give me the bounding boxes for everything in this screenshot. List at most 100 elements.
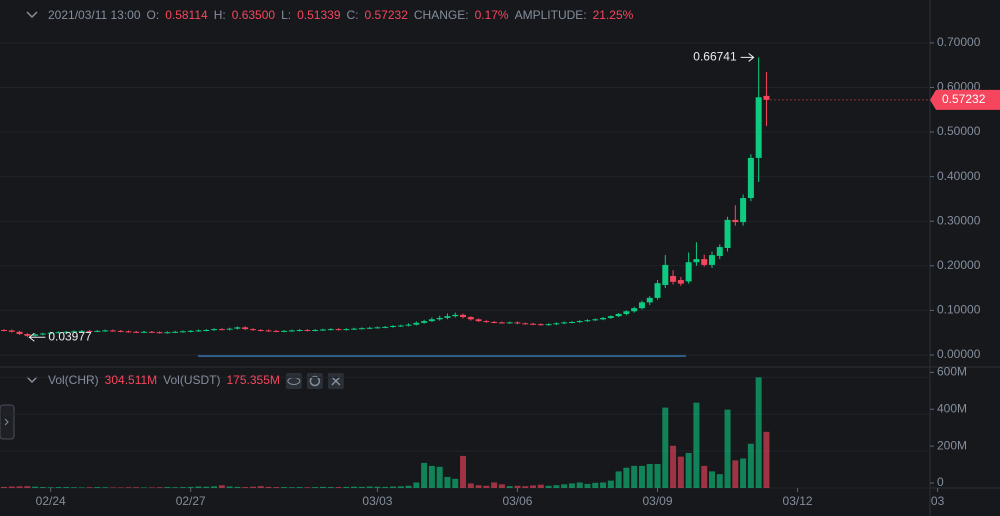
candle-body <box>662 264 669 285</box>
candle-body <box>179 331 186 333</box>
y2-tick-label: 600M <box>937 365 967 379</box>
candle-body <box>366 327 373 329</box>
volume-value: 304.511M <box>105 373 157 387</box>
header-value: 0.17% <box>475 8 509 22</box>
volume-bar <box>390 486 396 488</box>
candle-body <box>117 330 124 332</box>
header-value: 0.57232 <box>365 8 409 22</box>
candle-body <box>491 321 498 323</box>
volume-value: 175.355M <box>227 373 280 387</box>
volume-bar <box>63 487 70 488</box>
volume-bar <box>708 471 715 488</box>
candle-body <box>296 329 303 331</box>
header-key: O: <box>147 8 160 22</box>
candle-body <box>281 330 288 332</box>
volume-bar <box>491 482 498 488</box>
volume-bar <box>242 487 249 488</box>
candle-body <box>475 319 482 322</box>
candle-body <box>452 314 459 317</box>
settings-button[interactable] <box>306 373 323 389</box>
volume-icons <box>285 373 344 389</box>
candle-body <box>701 259 708 265</box>
candle-body <box>693 259 700 263</box>
candle-body <box>327 329 334 331</box>
volume-bar <box>600 482 607 488</box>
volume-bar <box>265 486 272 488</box>
candle-body <box>242 327 249 330</box>
volume-bar <box>351 486 358 488</box>
volume-bar <box>405 485 412 488</box>
candle-body <box>94 330 101 332</box>
volume-bar <box>576 482 583 488</box>
candle-body <box>467 317 474 320</box>
volume-bar <box>32 486 39 488</box>
volume-bar <box>693 402 700 488</box>
y-tick-label: 0.10000 <box>937 303 981 317</box>
candle-body <box>125 331 132 333</box>
candle-body <box>141 331 148 333</box>
volume-bar <box>148 487 155 488</box>
volume-bar <box>218 485 225 488</box>
x-tick-label: 03 <box>931 494 945 508</box>
candle-body <box>390 325 396 327</box>
volume-bar <box>724 409 731 488</box>
header-value: 0.58114 <box>165 8 208 22</box>
candle-body <box>55 332 62 334</box>
candle-body <box>716 247 723 256</box>
candle-body <box>708 255 715 265</box>
volume-bar <box>296 487 303 488</box>
candle-body <box>615 313 622 317</box>
expand-icon <box>4 418 9 426</box>
volume-bar <box>86 487 93 488</box>
volume-bar <box>374 486 381 488</box>
volume-bar <box>747 443 754 488</box>
volume-bar <box>677 456 684 488</box>
x-tick-label: 03/09 <box>643 494 673 508</box>
volume-bar <box>716 474 723 488</box>
candle-body <box>265 330 272 332</box>
collapse-icon[interactable] <box>26 11 38 19</box>
candle-body <box>763 95 770 100</box>
header-value: 21.25% <box>593 8 634 22</box>
header-value: 0.63500 <box>232 8 276 22</box>
candle-body <box>576 321 583 323</box>
volume-bar <box>607 480 614 488</box>
low-label: 0.03977 <box>48 329 92 343</box>
volume-bar <box>646 464 653 488</box>
candle-body <box>187 330 194 332</box>
candle-body <box>288 330 295 332</box>
volume-bar <box>24 486 31 488</box>
volume-bar <box>195 486 202 488</box>
candle-body <box>351 328 358 330</box>
candle-body <box>545 324 552 326</box>
volume-bar <box>553 485 560 488</box>
volume-bar <box>179 487 186 488</box>
expand-button[interactable] <box>0 404 15 440</box>
volume-bar <box>78 487 85 488</box>
candle-body <box>444 316 451 318</box>
volume-bar <box>662 407 669 488</box>
collapse-icon[interactable] <box>26 376 38 384</box>
volume-bar <box>421 462 428 488</box>
x-tick-label: 02/24 <box>36 494 66 508</box>
candle-body <box>63 331 70 333</box>
volume-key: Vol(CHR) <box>48 373 99 387</box>
y2-tick-label: 400M <box>937 401 967 415</box>
y2-tick-label: 0 <box>937 475 944 489</box>
candle-body <box>319 329 326 331</box>
candle-body <box>677 280 684 284</box>
high-label: 0.66741 <box>693 50 737 64</box>
volume-bar <box>568 483 575 488</box>
volume-bar <box>39 487 46 488</box>
candle-body <box>148 331 155 333</box>
volume-bar <box>71 487 78 488</box>
volume-bar <box>654 464 661 488</box>
candle-body <box>631 308 638 312</box>
volume-bar <box>319 486 326 488</box>
candle-body <box>47 332 54 334</box>
volume-bar <box>141 487 148 488</box>
volume-bar <box>436 466 443 488</box>
volume-bar <box>226 486 233 488</box>
volume-bar <box>273 487 280 488</box>
